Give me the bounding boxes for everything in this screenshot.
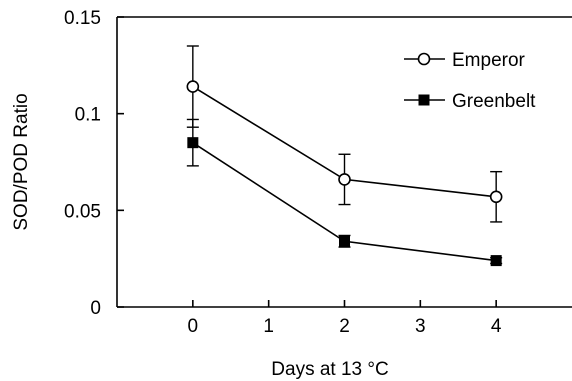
legend-label-emperor: Emperor [452, 50, 526, 71]
data-point-greenbelt [339, 235, 350, 247]
x-axis-title: Days at 13 °C [271, 359, 388, 380]
legend-item-greenbelt: Greenbelt [404, 91, 536, 112]
y-tick-label: 0 [90, 298, 101, 319]
x-tick-label: 1 [263, 316, 274, 337]
y-tick-label: 0.05 [64, 201, 101, 222]
series-layer [186, 45, 503, 267]
data-point-emperor [338, 173, 351, 186]
x-tick-label: 0 [188, 316, 199, 337]
legend: Emperor Greenbelt [404, 50, 536, 112]
y-ticks: 0 0.05 0.1 0.15 [64, 8, 124, 319]
data-point-emperor [489, 190, 503, 204]
legend-item-emperor: Emperor [404, 50, 526, 71]
x-tick-label: 4 [491, 316, 502, 337]
y-tick-label: 0.15 [64, 8, 101, 29]
x-tick-label: 2 [339, 316, 350, 337]
legend-label-greenbelt: Greenbelt [452, 91, 536, 112]
x-tick-label: 3 [415, 316, 426, 337]
x-ticks: 0 1 2 3 4 [188, 300, 502, 337]
data-point-emperor [186, 80, 200, 93]
y-tick-label: 0.1 [75, 105, 101, 126]
legend-marker-emperor [417, 52, 431, 66]
legend-marker-greenbelt [418, 94, 430, 106]
y-axis-title: SOD/POD Ratio [11, 93, 32, 230]
data-point-greenbelt [187, 137, 199, 149]
data-point-greenbelt [490, 255, 502, 267]
